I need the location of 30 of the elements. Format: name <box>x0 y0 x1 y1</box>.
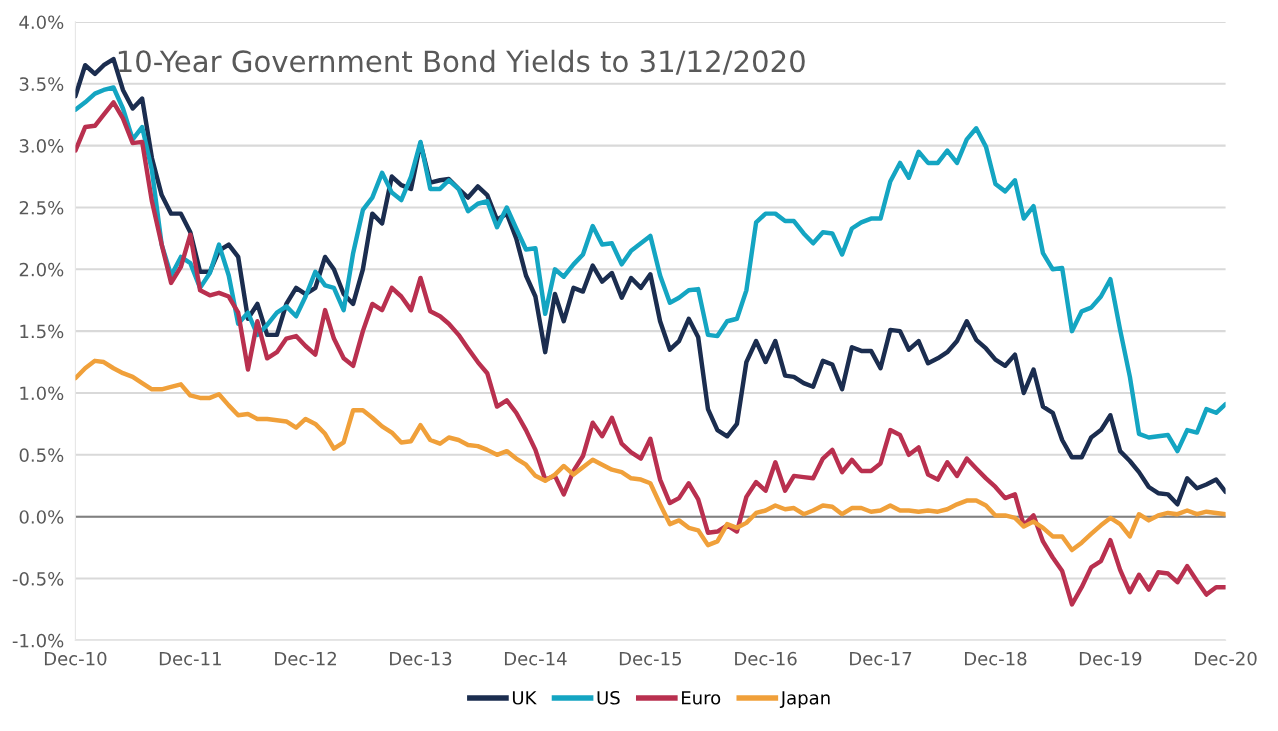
x-tick-label: Dec-10 <box>44 651 107 666</box>
x-tick-label: Dec-13 <box>390 651 452 666</box>
legend-label: US <box>597 690 620 705</box>
y-tick-label: 4.0% <box>19 15 64 30</box>
y-tick-label: 0.5% <box>19 448 64 462</box>
x-tick-label: Dec-15 <box>619 652 681 666</box>
y-tick-label: 3.5% <box>19 77 64 91</box>
x-tick-label: Dec-14 <box>504 652 567 666</box>
y-tick-label: 1.5% <box>20 324 64 339</box>
text: 10-Year Government Bond Yields to 31/12/2020 <box>118 49 805 75</box>
x-tick-label: Dec-12 <box>275 651 336 666</box>
y-tick-label: -0.5% <box>12 571 64 586</box>
y-tick-label: 2.5% <box>19 200 64 215</box>
line-series <box>75 358 1226 553</box>
x-tick-label: Dec-16 <box>735 651 797 666</box>
x-tick-label: Dec-18 <box>964 651 1027 666</box>
y-tick-label: 0.0% <box>19 510 64 524</box>
x-tick-label: Dec-17 <box>850 652 912 666</box>
line-series <box>75 100 1226 607</box>
legend-label: Euro <box>682 691 721 705</box>
y-tick-label: 3.0% <box>19 139 64 153</box>
legend-label: UK <box>512 691 537 705</box>
y-tick-label: 2.0% <box>19 262 64 277</box>
x-tick-label: Dec-20 <box>1195 651 1257 666</box>
line-series <box>75 85 1226 454</box>
x-tick-label: Dec-11 <box>159 652 221 666</box>
y-tick-label: -1.0% <box>12 633 64 648</box>
legend-label: Japan <box>779 691 830 709</box>
y-tick-label: 1.0% <box>20 386 64 401</box>
x-tick-label: Dec-19 <box>1079 651 1142 666</box>
